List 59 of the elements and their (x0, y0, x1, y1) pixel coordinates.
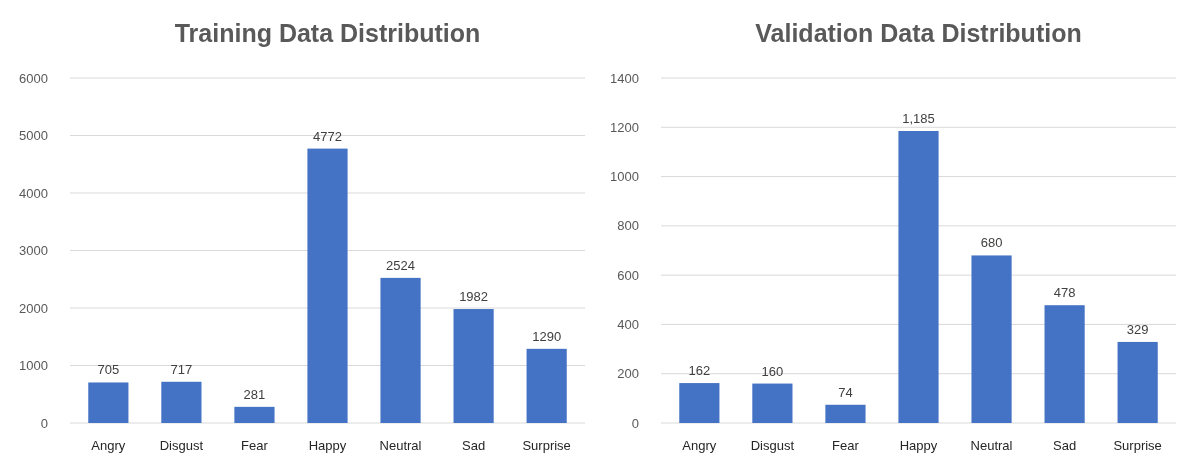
y-tick-label: 200 (617, 366, 639, 382)
y-tick-label: 2000 (19, 300, 48, 316)
y-tick-label: 600 (617, 267, 639, 283)
data-label: 160 (761, 363, 784, 379)
bar (679, 383, 720, 423)
data-label: 717 (170, 361, 193, 377)
data-label: 329 (1126, 321, 1149, 337)
x-tick-label: Happy (308, 438, 347, 453)
data-label: 1290 (532, 328, 562, 344)
bar (234, 406, 275, 423)
data-label: 2524 (386, 257, 416, 273)
x-tick-label: Disgust (750, 438, 795, 453)
data-label: 74 (838, 384, 853, 400)
data-label: 1,185 (902, 110, 935, 126)
x-tick-label: Disgust (159, 438, 204, 453)
y-tick-label: 6000 (19, 70, 48, 86)
y-tick-label: 0 (40, 415, 48, 431)
data-label: 162 (688, 363, 711, 379)
bar (161, 381, 202, 423)
y-tick-label: 4000 (19, 185, 48, 201)
data-label: 705 (97, 362, 120, 378)
bar (526, 348, 567, 423)
bar (752, 383, 793, 423)
y-tick-label: 3000 (19, 243, 48, 259)
x-tick-label: Fear (241, 438, 269, 453)
data-label: 281 (243, 386, 266, 402)
x-tick-label: Sad (1053, 438, 1077, 453)
y-tick-label: 5000 (19, 128, 48, 144)
y-tick-label: 800 (617, 218, 639, 234)
bar (971, 255, 1012, 423)
bar (453, 309, 494, 423)
y-tick-label: 1200 (610, 119, 639, 135)
x-tick-label: Neutral (379, 438, 422, 453)
x-tick-label: Fear (832, 438, 860, 453)
data-label: 1982 (459, 289, 489, 305)
bar (380, 277, 421, 423)
chart-title: Validation Data Distribution (755, 19, 1082, 47)
bar (1117, 341, 1158, 423)
chart-title: Training Data Distribution (174, 19, 481, 47)
bar (88, 382, 129, 423)
data-label: 680 (980, 235, 1003, 251)
x-tick-label: Surprise (522, 438, 571, 453)
data-label: 478 (1053, 285, 1076, 301)
y-tick-label: 0 (631, 415, 639, 431)
bar (825, 404, 866, 423)
bar (307, 148, 348, 423)
bar (1044, 305, 1085, 423)
bar (898, 130, 939, 423)
data-label: 4772 (313, 128, 342, 144)
y-tick-label: 1000 (610, 169, 639, 185)
y-tick-label: 400 (617, 316, 639, 332)
x-tick-label: Surprise (1113, 438, 1162, 453)
x-tick-label: Sad (462, 438, 486, 453)
x-tick-label: Happy (899, 438, 938, 453)
x-tick-label: Neutral (970, 438, 1013, 453)
y-tick-label: 1000 (19, 358, 48, 374)
x-tick-label: Angry (682, 438, 717, 453)
y-tick-label: 1400 (610, 70, 639, 86)
x-tick-label: Angry (91, 438, 126, 453)
